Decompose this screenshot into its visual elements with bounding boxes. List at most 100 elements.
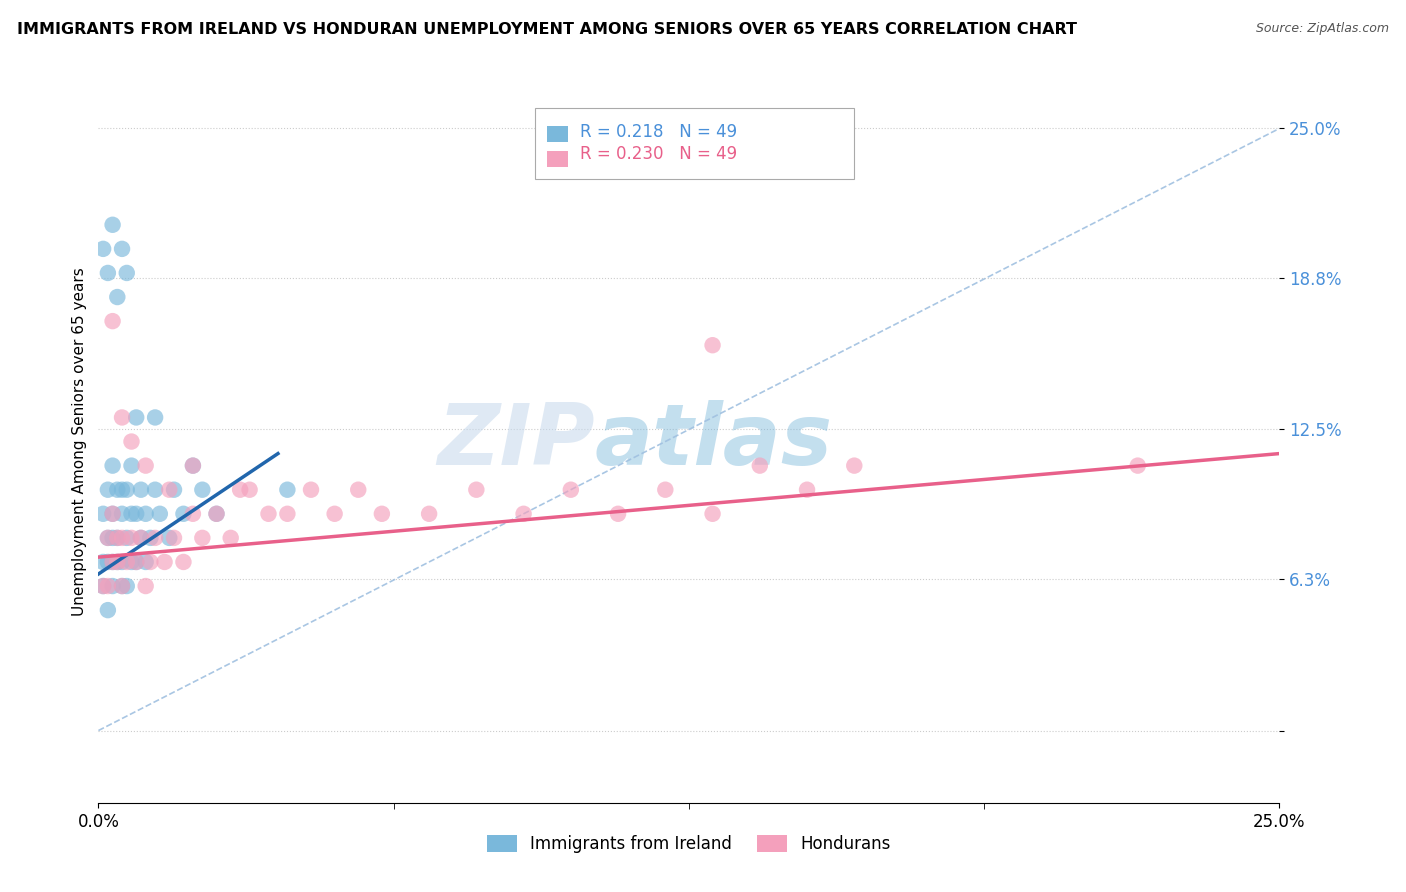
Point: [181, 458, 204, 473]
Point: [654, 483, 676, 497]
Point: [607, 507, 630, 521]
Point: [105, 555, 128, 569]
Point: [125, 555, 148, 569]
Point: [205, 507, 228, 521]
Point: [101, 555, 124, 569]
Point: [125, 507, 148, 521]
Point: [139, 531, 162, 545]
Point: [143, 410, 166, 425]
Point: [135, 507, 157, 521]
Point: [97, 531, 120, 545]
Point: [153, 555, 176, 569]
Bar: [547, 151, 568, 167]
Point: [512, 507, 534, 521]
Point: [229, 483, 252, 497]
Point: [121, 555, 143, 569]
Point: [101, 579, 124, 593]
Point: [143, 531, 166, 545]
Point: [139, 555, 162, 569]
Point: [91, 579, 114, 593]
Point: [276, 483, 298, 497]
Point: [163, 483, 186, 497]
Point: [129, 531, 152, 545]
Point: [97, 555, 120, 569]
Point: [101, 507, 124, 521]
Point: [115, 555, 138, 569]
Point: [135, 579, 157, 593]
Point: [97, 579, 120, 593]
Point: [111, 242, 134, 256]
Point: [181, 458, 204, 473]
Point: [257, 507, 280, 521]
Point: [115, 266, 138, 280]
Point: [796, 483, 818, 497]
Point: [418, 507, 440, 521]
Point: [129, 531, 152, 545]
Point: [111, 507, 134, 521]
Text: Source: ZipAtlas.com: Source: ZipAtlas.com: [1256, 22, 1389, 36]
Point: [111, 410, 134, 425]
Point: [163, 531, 186, 545]
Point: [91, 507, 114, 521]
Point: [702, 338, 724, 352]
Point: [844, 458, 866, 473]
Point: [91, 579, 114, 593]
Point: [91, 555, 114, 569]
Point: [97, 603, 120, 617]
Point: [702, 507, 724, 521]
Point: [1126, 458, 1149, 473]
Point: [239, 483, 262, 497]
Point: [121, 434, 143, 449]
Bar: [547, 126, 568, 142]
Point: [105, 531, 128, 545]
Point: [157, 531, 180, 545]
Point: [121, 458, 143, 473]
Point: [135, 555, 157, 569]
Point: [111, 579, 134, 593]
Point: [115, 483, 138, 497]
Point: [299, 483, 322, 497]
Point: [105, 531, 128, 545]
Point: [111, 555, 134, 569]
Point: [129, 483, 152, 497]
Point: [149, 507, 172, 521]
Point: [111, 579, 134, 593]
Point: [560, 483, 582, 497]
Point: [101, 507, 124, 521]
Point: [101, 531, 124, 545]
Point: [748, 458, 770, 473]
Text: IMMIGRANTS FROM IRELAND VS HONDURAN UNEMPLOYMENT AMONG SENIORS OVER 65 YEARS COR: IMMIGRANTS FROM IRELAND VS HONDURAN UNEM…: [17, 22, 1077, 37]
Point: [105, 555, 128, 569]
Legend: Immigrants from Ireland, Hondurans: Immigrants from Ireland, Hondurans: [481, 828, 897, 860]
Text: ZIP: ZIP: [437, 400, 595, 483]
Point: [101, 555, 124, 569]
Point: [371, 507, 394, 521]
Point: [125, 410, 148, 425]
Text: R = 0.218   N = 49: R = 0.218 N = 49: [581, 123, 737, 141]
Point: [121, 531, 143, 545]
Point: [347, 483, 370, 497]
Point: [111, 531, 134, 545]
Y-axis label: Unemployment Among Seniors over 65 years: Unemployment Among Seniors over 65 years: [72, 268, 87, 615]
Point: [465, 483, 488, 497]
Point: [125, 555, 148, 569]
Text: R = 0.230   N = 49: R = 0.230 N = 49: [581, 145, 737, 163]
Point: [135, 458, 157, 473]
FancyBboxPatch shape: [536, 108, 855, 179]
Point: [157, 483, 180, 497]
Point: [143, 483, 166, 497]
Point: [111, 483, 134, 497]
Point: [101, 458, 124, 473]
Point: [97, 266, 120, 280]
Point: [219, 531, 242, 545]
Point: [172, 555, 194, 569]
Point: [205, 507, 228, 521]
Point: [91, 242, 114, 256]
Point: [191, 531, 214, 545]
Point: [276, 507, 298, 521]
Point: [97, 531, 120, 545]
Point: [191, 483, 214, 497]
Point: [115, 579, 138, 593]
Point: [105, 483, 128, 497]
Point: [105, 290, 128, 304]
